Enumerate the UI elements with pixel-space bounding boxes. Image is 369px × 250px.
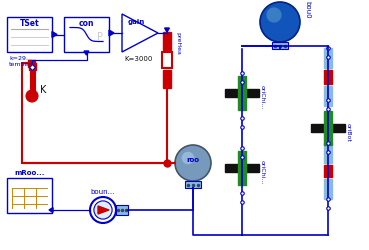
Bar	[163, 70, 171, 88]
Polygon shape	[84, 51, 89, 55]
Text: oriChi...: oriChi...	[260, 160, 265, 184]
Text: temSen: temSen	[9, 62, 33, 68]
Bar	[324, 86, 332, 106]
Text: P: P	[97, 32, 103, 42]
Circle shape	[266, 8, 282, 22]
Bar	[7, 178, 52, 213]
Bar	[324, 165, 332, 177]
Bar	[162, 52, 172, 68]
Text: k=29...: k=29...	[9, 56, 32, 60]
Circle shape	[94, 201, 112, 219]
Bar	[30, 68, 34, 93]
Polygon shape	[49, 208, 53, 212]
Bar	[7, 17, 52, 52]
Bar	[324, 70, 332, 84]
Text: con: con	[79, 18, 94, 28]
Bar	[238, 76, 246, 110]
Circle shape	[182, 152, 194, 164]
Circle shape	[260, 2, 300, 42]
Bar	[324, 48, 332, 68]
Polygon shape	[122, 14, 158, 52]
Text: roo: roo	[186, 157, 200, 163]
Text: K: K	[40, 85, 46, 95]
Text: K=3000: K=3000	[124, 56, 152, 62]
Circle shape	[90, 197, 116, 223]
Text: bou0: bou0	[304, 1, 310, 19]
Text: gain: gain	[127, 19, 145, 25]
Bar	[225, 164, 259, 172]
Polygon shape	[165, 28, 169, 32]
Text: oriBot: oriBot	[346, 123, 351, 142]
Text: mRoo...: mRoo...	[14, 170, 45, 176]
Circle shape	[175, 145, 211, 181]
Bar	[116, 205, 128, 215]
Bar	[311, 124, 345, 132]
Circle shape	[26, 90, 38, 102]
Bar	[324, 111, 332, 145]
Bar	[324, 143, 332, 163]
Bar	[28, 63, 35, 70]
Polygon shape	[98, 206, 109, 214]
Bar	[225, 89, 259, 97]
Text: preHea: preHea	[175, 32, 180, 55]
Bar	[272, 42, 288, 49]
Bar	[64, 17, 109, 52]
Bar	[324, 179, 332, 199]
Polygon shape	[52, 32, 57, 38]
Bar	[238, 151, 246, 185]
Text: boun...: boun...	[91, 189, 115, 195]
Text: oriChi...: oriChi...	[260, 85, 265, 110]
Bar	[28, 60, 35, 67]
Text: TSet: TSet	[20, 18, 39, 28]
Bar	[185, 181, 201, 188]
Polygon shape	[109, 30, 114, 36]
Bar	[163, 32, 171, 50]
